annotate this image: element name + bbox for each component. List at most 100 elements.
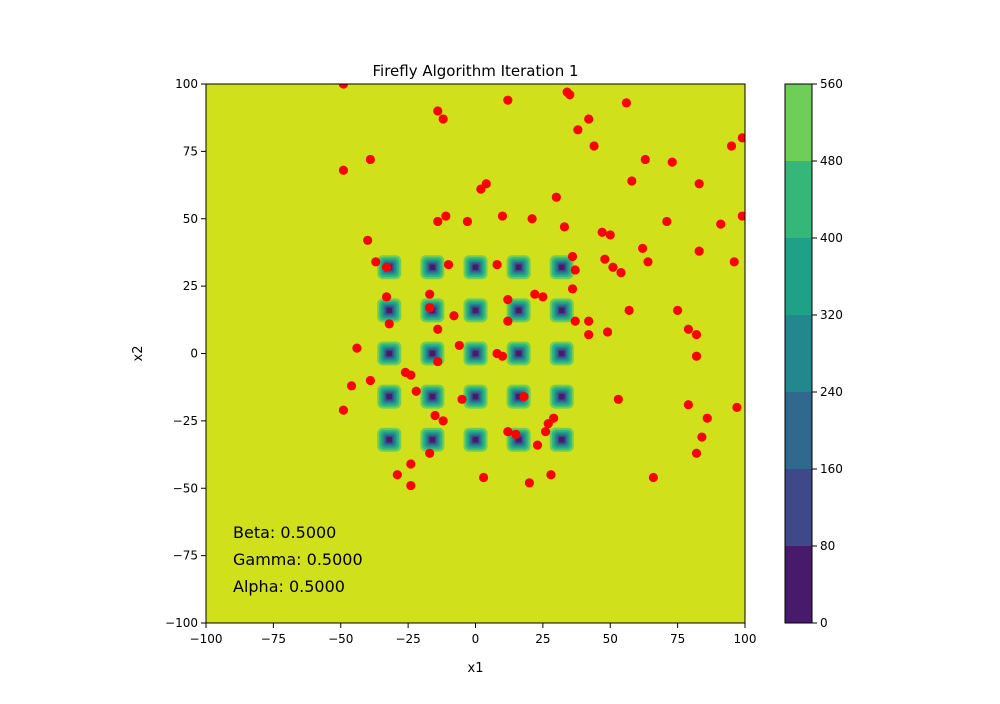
firefly-point [570, 265, 580, 275]
colorbar-tick-label: 560 [820, 77, 843, 91]
colorbar-tick-label: 400 [820, 231, 843, 245]
contour-level [386, 307, 393, 314]
x-axis: −100 −75 −50 −25 0 25 50 75 100 [190, 623, 757, 646]
firefly-point [694, 246, 704, 256]
firefly-point [570, 316, 580, 326]
colorbar-tick-label: 160 [820, 462, 843, 476]
firefly-point [503, 427, 513, 437]
contour-well [420, 384, 445, 409]
firefly-point [600, 254, 610, 264]
contour-level [386, 350, 393, 357]
colorbar-band [785, 315, 812, 392]
contour-well [377, 298, 402, 323]
colorbar: 0 80 160 240 320 400 480 560 [784, 77, 843, 630]
colorbar-tick-label: 320 [820, 308, 843, 322]
contour-well [420, 341, 445, 366]
y-tick-label: 50 [183, 212, 198, 226]
firefly-point [584, 316, 594, 326]
firefly-point [511, 429, 521, 439]
firefly-point [425, 448, 435, 458]
firefly-point [503, 295, 513, 305]
firefly-point [716, 219, 726, 229]
contour-level [472, 307, 479, 314]
firefly-point [519, 392, 529, 402]
firefly-point [597, 227, 607, 237]
firefly-point [433, 324, 443, 334]
firefly-point [637, 243, 648, 253]
x-tick-label: 0 [472, 632, 480, 646]
firefly-point [497, 351, 508, 361]
contour-level [515, 264, 522, 271]
firefly-point [478, 472, 489, 483]
firefly-point [449, 311, 459, 321]
firefly-point [729, 257, 739, 267]
firefly-point [338, 405, 349, 415]
firefly-point [567, 284, 578, 294]
firefly-point [430, 410, 440, 421]
contour-well [377, 427, 402, 452]
firefly-point [691, 330, 702, 340]
firefly-point [406, 459, 416, 469]
firefly-point [683, 324, 694, 334]
firefly-point [338, 165, 349, 175]
firefly-point [454, 340, 464, 351]
colorbar-tick-label: 480 [820, 154, 843, 168]
y-tick-label: 100 [175, 77, 198, 91]
contour-level [558, 264, 565, 271]
firefly-point [433, 106, 443, 116]
colorbar-band [785, 238, 812, 315]
firefly-point [425, 289, 435, 299]
x-tick-label: 100 [734, 632, 757, 646]
contour-level [558, 393, 565, 400]
firefly-point [425, 303, 435, 313]
x-tick-label: −75 [261, 632, 286, 646]
x-tick-label: 50 [603, 632, 618, 646]
y-tick-label: 0 [190, 347, 198, 361]
contour-level [429, 350, 436, 357]
contour-well [420, 255, 445, 280]
firefly-point [527, 214, 537, 224]
contour-level [472, 264, 479, 271]
contour-level [386, 436, 393, 443]
contour-well [506, 341, 531, 366]
firefly-point [411, 386, 421, 396]
firefly-point [346, 381, 357, 391]
y-tick-label: 75 [183, 144, 198, 158]
firefly-point [365, 375, 375, 386]
x-tick-label: −50 [328, 632, 353, 646]
contour-well [549, 427, 574, 452]
colorbar-band [785, 469, 812, 546]
contour-well [549, 384, 574, 409]
firefly-point [621, 98, 632, 108]
x-tick-label: −100 [190, 632, 223, 646]
firefly-point [462, 216, 473, 227]
contour-well [463, 384, 488, 409]
chart-title: Firefly Algorithm Iteration 1 [372, 62, 578, 80]
firefly-point [338, 84, 349, 89]
contour-level [558, 307, 565, 314]
firefly-point [667, 157, 677, 167]
firefly-point [565, 90, 575, 100]
firefly-point [616, 268, 626, 278]
firefly-point [381, 262, 392, 272]
contour-level [429, 436, 436, 443]
contour-level [472, 436, 479, 443]
x-tick-label: 75 [670, 632, 685, 646]
colorbar-tick-label: 240 [820, 385, 843, 399]
firefly-point [694, 179, 704, 189]
firefly-point [573, 125, 583, 135]
firefly-point [624, 305, 634, 315]
firefly-point [438, 114, 448, 124]
contour-well [377, 341, 402, 366]
firefly-point [737, 211, 745, 221]
contour-well [549, 255, 574, 280]
contour-well [506, 255, 531, 280]
firefly-point [559, 222, 570, 232]
firefly-point [662, 216, 672, 227]
firefly-point [441, 211, 451, 221]
y-tick-label: −25 [173, 414, 198, 428]
firefly-point [702, 413, 712, 423]
firefly-point [691, 351, 702, 361]
firefly-point [584, 330, 594, 340]
